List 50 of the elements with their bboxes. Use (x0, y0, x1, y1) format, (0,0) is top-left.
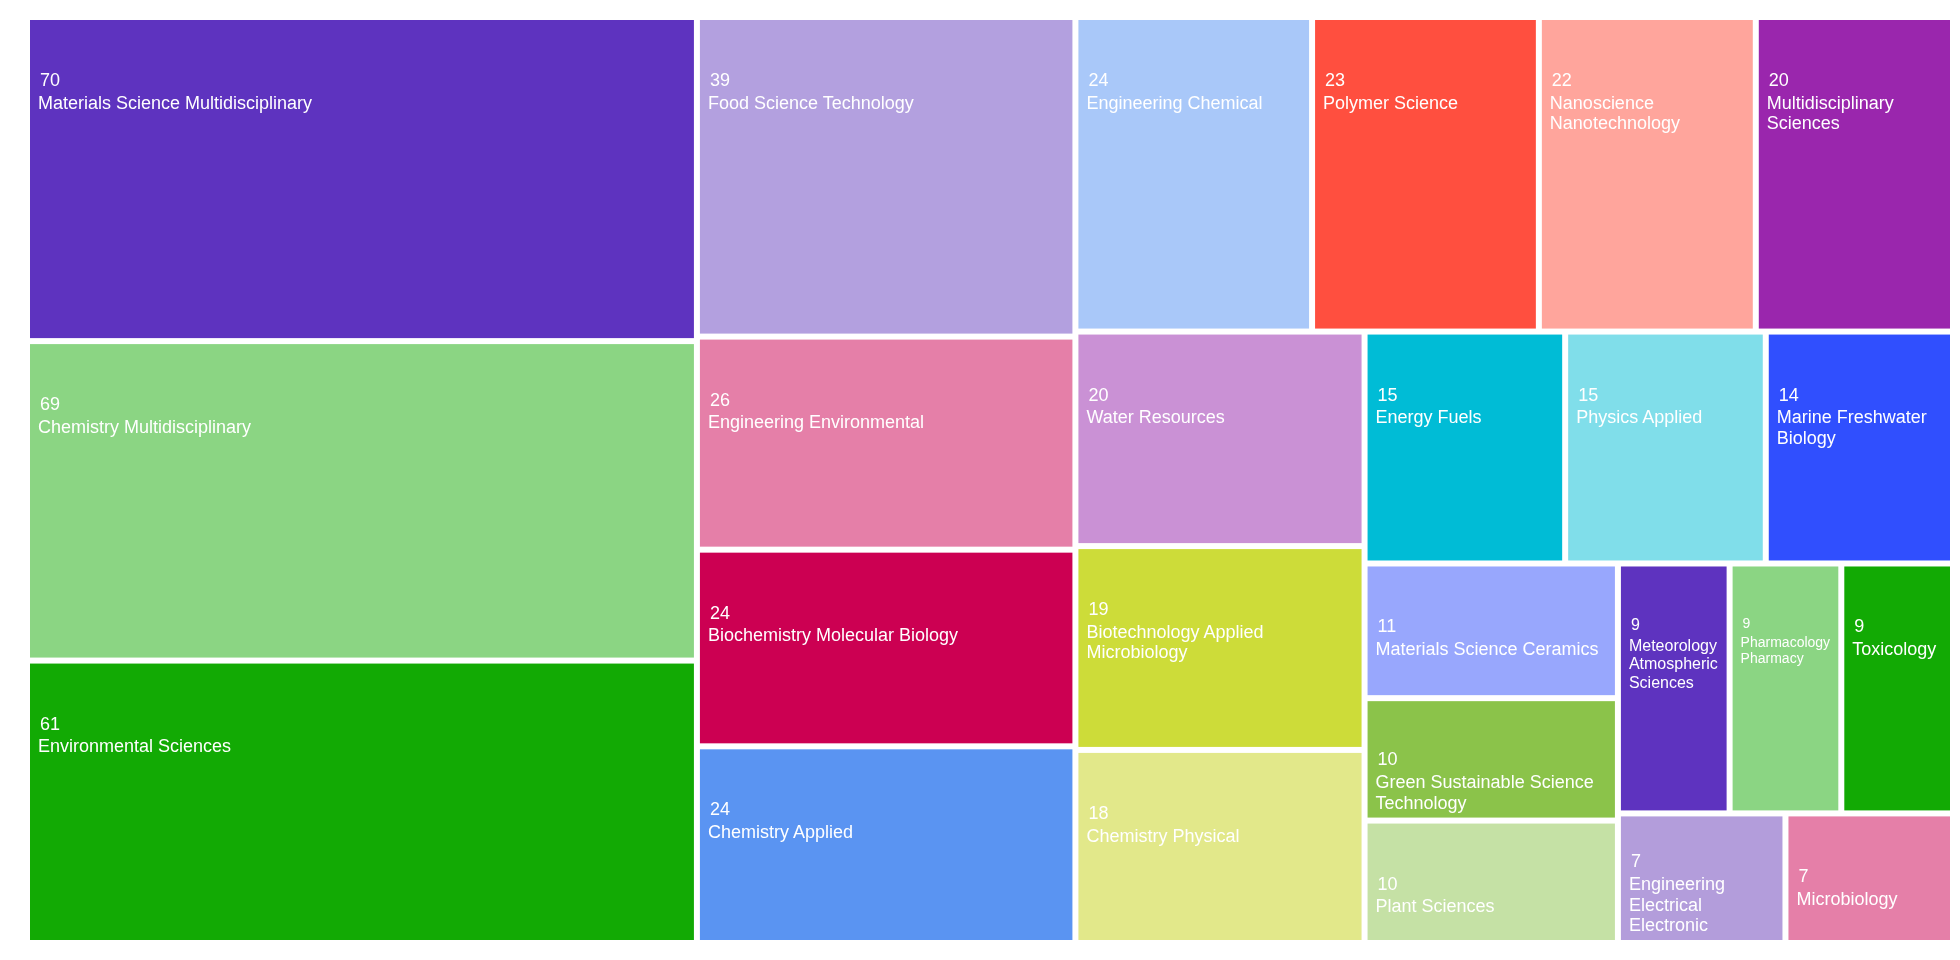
data-label: 22 (1551, 70, 1572, 90)
category-label: Engineering Electrical Electronic (1628, 873, 1725, 936)
data-label: 18 (1088, 802, 1109, 823)
category-label: Energy Fuels (1375, 407, 1482, 428)
data-label: 24 (1088, 70, 1109, 90)
data-label: 26 (709, 389, 730, 410)
data-label: 69 (40, 394, 61, 415)
category-label: Polymer Science (1323, 92, 1459, 113)
category-label: Nanoscience Nanotechnology (1549, 92, 1680, 134)
data-label: 7 (1630, 851, 1641, 872)
data-label: 19 (1088, 599, 1109, 620)
data-label: 15 (1377, 384, 1398, 405)
category-label: Materials Science Ceramics (1375, 639, 1599, 660)
category-label: Microbiology (1796, 889, 1898, 910)
data-label: 7 (1798, 866, 1809, 887)
category-label: Materials Science Multidisciplinary (38, 92, 313, 113)
data-label: 24 (709, 799, 730, 820)
category-label: Chemistry Physical (1086, 825, 1240, 846)
data-label: 20 (1088, 384, 1109, 405)
category-label: Chemistry Multidisciplinary (38, 416, 252, 437)
category-label: Physics Applied (1576, 407, 1703, 428)
category-label: Pharmacology Pharmacy (1740, 633, 1831, 666)
data-label: 9 (1742, 615, 1751, 632)
category-label: Water Resources (1086, 407, 1225, 428)
category-label: Engineering Chemical (1086, 92, 1263, 113)
category-label: Plant Sciences (1375, 896, 1495, 917)
category-label: Engineering Environmental (707, 412, 925, 433)
category-label: Meteorology Atmospheric Sciences (1628, 636, 1718, 691)
category-label: Toxicology (1852, 639, 1937, 660)
data-label: 14 (1778, 384, 1799, 405)
category-label: Chemistry Applied (707, 822, 853, 843)
data-label: 70 (40, 70, 61, 90)
data-label: 10 (1377, 873, 1398, 894)
data-label: 9 (1854, 616, 1865, 637)
category-label: Multidisciplinary Sciences (1766, 92, 1894, 134)
data-label: 9 (1630, 616, 1640, 634)
category-label: Food Science Technology (707, 92, 914, 113)
category-label: Green Sustainable Science Technology (1375, 772, 1594, 813)
category-label: Marine Freshwater Biology (1776, 407, 1927, 448)
category-label: Biotechnology Applied Microbiology (1086, 621, 1264, 663)
data-label: 61 (40, 713, 61, 734)
data-label: 20 (1768, 70, 1789, 90)
data-label: 24 (709, 602, 730, 623)
data-label: 15 (1578, 384, 1599, 405)
category-label: Biochemistry Molecular Biology (707, 625, 959, 646)
category-label: Environmental Sciences (38, 736, 232, 757)
data-label: 23 (1325, 70, 1346, 90)
data-label: 10 (1377, 749, 1398, 770)
data-label: 11 (1377, 616, 1397, 637)
data-label: 39 (709, 70, 730, 90)
